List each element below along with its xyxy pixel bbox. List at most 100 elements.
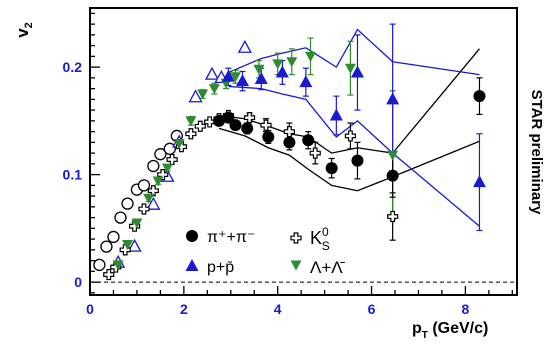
marker-proton (221, 69, 235, 82)
y-axis-label-main: v (13, 28, 32, 38)
marker-pion_open (154, 148, 167, 161)
marker-kaon (243, 112, 256, 124)
marker-pion_open (137, 179, 151, 192)
marker-proton_open (127, 238, 142, 252)
marker-pion_open (121, 197, 134, 210)
x-axis-label-main: p (412, 320, 422, 337)
proton_band-lower (228, 85, 480, 227)
y-tick-label: 0 (74, 274, 82, 290)
legend-marker-pion (186, 230, 198, 242)
marker-kaon (260, 119, 272, 131)
marker-lambda (143, 193, 155, 204)
legend-label-kaon: K0 S (310, 225, 330, 253)
marker-lambda (197, 89, 209, 100)
marker-lambda (253, 64, 265, 75)
marker-kaon (185, 128, 197, 140)
marker-kaon (175, 141, 188, 153)
legend-label-kaon-main: K (310, 228, 322, 248)
marker-proton_open (204, 66, 220, 80)
legend-label-proton: p+p̄ (207, 259, 234, 276)
marker-pion (229, 119, 242, 132)
marker-lambda (286, 57, 298, 68)
uncertainty-bands (218, 28, 480, 227)
proton_band-upper (228, 28, 480, 76)
x-tick-label: 0 (86, 301, 94, 317)
marker-kaon (387, 210, 399, 223)
marker-kaon (283, 126, 296, 138)
marker-lambda (152, 176, 164, 187)
marker-kaon (204, 116, 216, 128)
x-tick-label: 2 (180, 301, 188, 317)
legend-label-kaon-sub: S (322, 239, 330, 253)
marker-lambda (272, 59, 284, 70)
marker-proton_open (237, 39, 252, 53)
legend-symbol-proton (185, 259, 199, 271)
pion_band-lower (218, 127, 480, 192)
plot-frame (89, 7, 518, 296)
axis-ticks: 0 2 4 6 8 0 0.1 0.2 (63, 12, 513, 317)
legend-label-lambda: Λ+Λ̄ (310, 258, 346, 277)
x-tick-label: 6 (368, 301, 376, 317)
marker-proton (299, 75, 313, 88)
x-axis-label-sub: T (422, 330, 428, 341)
marker-lambda (112, 260, 124, 271)
x-tick-label: 8 (461, 301, 469, 317)
marker-pion (386, 169, 399, 182)
marker-proton_open (188, 89, 203, 103)
marker-pion (473, 90, 486, 103)
marker-lambda (229, 72, 241, 83)
marker-kaon (166, 153, 178, 166)
marker-pion_open (107, 230, 120, 244)
legend-label-kaon-sup: 0 (322, 225, 329, 239)
marker-proton_open (146, 196, 161, 210)
legend-marker-lambda (290, 260, 302, 271)
marker-lambda (131, 218, 143, 229)
marker-proton (386, 92, 400, 105)
marker-kaon (157, 169, 169, 181)
marker-kaon (194, 120, 206, 132)
marker-proton (254, 71, 268, 84)
marker-pion (241, 122, 254, 135)
marker-kaon (309, 147, 321, 159)
legend-symbol-lambda (290, 260, 302, 271)
y-axis-label-sub: 2 (23, 22, 35, 28)
marker-lambda (185, 116, 197, 127)
marker-kaon (103, 268, 115, 281)
marker-kaon (138, 203, 150, 215)
marker-proton (275, 65, 289, 78)
marker-proton (329, 108, 343, 121)
y-tick-label: 0.2 (63, 59, 83, 75)
x-tick-label: 4 (274, 301, 282, 317)
legend-label-pion: π⁺+π⁻ (207, 229, 255, 246)
star-preliminary-label: STAR preliminary (528, 90, 545, 215)
marker-pion (213, 114, 226, 127)
x-axis-label-unit: (GeV/c) (428, 320, 488, 337)
marker-pion (302, 134, 315, 147)
marker-proton (350, 65, 364, 78)
x-axis-label: pT (GeV/c) (412, 320, 488, 341)
data-markers (93, 39, 486, 281)
marker-pion (222, 111, 235, 124)
marker-lambda (208, 84, 220, 95)
marker-lambda (387, 150, 399, 161)
legend: π⁺+π⁻ p+p̄ K0 S Λ+Λ̄ (185, 225, 346, 277)
y-axis-label: v2 (13, 22, 35, 38)
marker-pion (262, 130, 275, 143)
marker-pion (325, 162, 338, 175)
marker-kaon (147, 185, 159, 197)
marker-pion_open (100, 240, 113, 253)
marker-lambda (161, 163, 173, 174)
marker-kaon (344, 130, 357, 142)
marker-lambda (122, 239, 134, 250)
marker-lambda (305, 51, 317, 62)
marker-pion_open (93, 258, 106, 272)
marker-pion (283, 136, 296, 149)
legend-marker-kaon (290, 232, 302, 244)
legend-symbol-pion (186, 230, 198, 242)
marker-pion (351, 154, 364, 167)
marker-lambda (344, 63, 356, 74)
legend-marker-proton (185, 259, 199, 271)
y-tick-label: 0.1 (63, 167, 83, 183)
legend-symbol-kaon (290, 232, 302, 244)
